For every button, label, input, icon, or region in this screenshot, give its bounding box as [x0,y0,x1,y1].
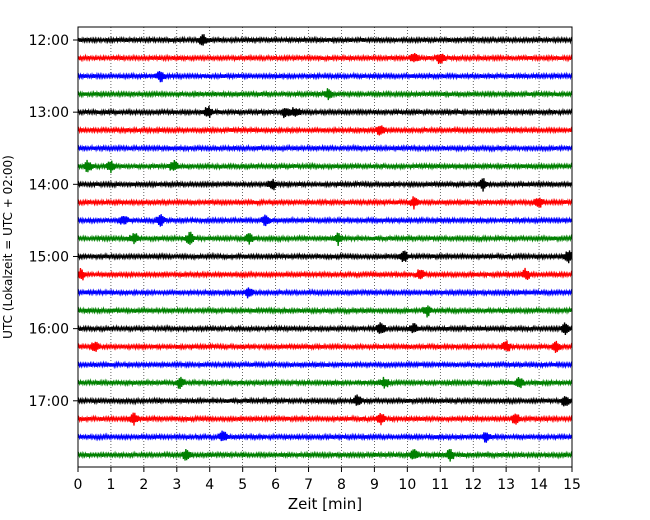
trace-1645 [77,376,573,389]
x-axis-label: Zeit [min] [288,495,362,513]
x-tick-label: 1 [106,477,115,493]
trace-1615 [77,340,573,353]
x-tick-label: 11 [431,477,449,493]
x-tick-label: 0 [74,477,83,493]
y-tick-label: 16:00 [29,322,69,338]
y-tick-label: 17:00 [29,394,69,410]
y-tick-label: 13:00 [29,105,69,121]
y-axis: 12:00 13:00 14:00 15:00 16:00 17:00 [29,33,78,410]
x-tick-label: 6 [271,477,280,493]
trace-1630 [77,360,573,370]
trace-1715 [77,412,573,426]
x-tick-label: 10 [398,477,416,493]
trace-1415 [77,196,573,210]
trace-1530 [77,287,573,299]
trace-1245 [77,88,573,101]
trace-1600 [77,322,573,336]
y-tick-label: 14:00 [29,177,69,193]
x-tick-label: 5 [238,477,247,493]
x-axis: 0 1 2 3 4 5 6 7 8 9 10 11 12 13 14 15 [74,467,581,493]
trace-1515 [77,267,573,281]
trace-1545 [77,305,573,318]
trace-1745 [77,448,573,462]
trace-1230 [77,71,573,83]
x-tick-label: 3 [172,477,181,493]
trace-1300 [77,105,573,119]
y-tick-label: 12:00 [29,33,69,49]
x-tick-label: 9 [370,477,379,493]
x-tick-label: 15 [563,477,581,493]
trace-1730 [77,430,573,443]
x-tick-label: 2 [139,477,148,493]
trace-layer [77,34,573,462]
trace-1315 [77,125,573,136]
trace-1345 [77,159,573,174]
x-tick-label: 4 [205,477,214,493]
x-tick-label: 14 [530,477,548,493]
plot-frame [77,26,573,468]
y-axis-label: UTC (Lokalzeit = UTC + 02:00) [1,155,15,339]
grid-layer [110,27,540,467]
trace-1200 [77,34,573,46]
x-tick-label: 12 [464,477,482,493]
trace-1500 [77,250,573,264]
trace-1445 [77,231,573,246]
x-tick-label: 7 [304,477,313,493]
trace-1700 [77,394,573,407]
x-tick-label: 8 [337,477,346,493]
trace-1330 [77,143,573,153]
y-tick-label: 15:00 [29,249,69,265]
trace-1400 [77,178,573,192]
x-tick-label: 13 [497,477,515,493]
trace-1430 [77,214,573,227]
trace-1215 [77,52,573,64]
